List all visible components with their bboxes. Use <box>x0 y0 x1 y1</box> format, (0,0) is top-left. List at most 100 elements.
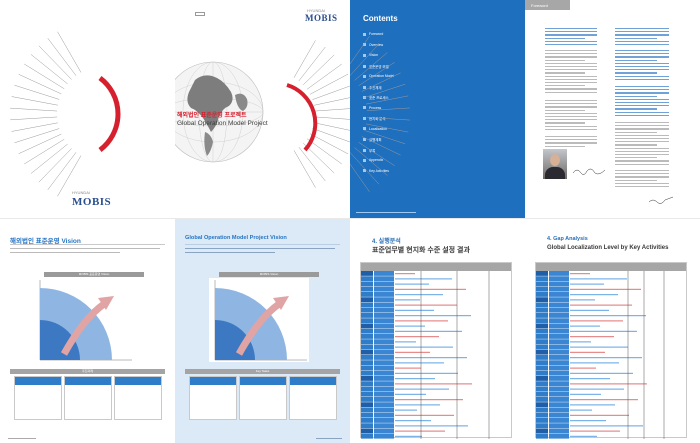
row-header-cell <box>361 360 373 366</box>
row-header-cell <box>361 344 373 350</box>
bullet-icon <box>363 96 366 99</box>
activity-cell <box>549 297 569 303</box>
spoke-line <box>24 139 65 165</box>
activity-cell <box>374 334 394 339</box>
contents-item[interactable]: 실행계획 <box>363 137 381 142</box>
foreword-text-line <box>615 59 657 61</box>
level-bar <box>570 309 609 311</box>
foreword-text-line <box>615 125 669 127</box>
level-bar <box>395 309 434 311</box>
mobis-logo-top: MOBIS <box>305 13 338 23</box>
row-header-cell <box>536 423 548 429</box>
contents-item[interactable]: 추진체계 <box>363 85 381 90</box>
foreword-text-line <box>615 131 657 133</box>
spoke-line <box>350 43 380 76</box>
contents-item[interactable]: Appendix <box>363 158 383 162</box>
table-header <box>361 263 511 271</box>
vision-kr-title: 해외법인 표준운영 Vision <box>10 238 81 245</box>
level-bar <box>395 420 431 422</box>
foreword-text-line <box>615 122 669 124</box>
vision-en-topbar: MOBIS Vision <box>219 272 319 277</box>
row-header-cell <box>536 286 548 292</box>
contents-item[interactable]: Localization <box>363 127 387 131</box>
foreword-text-line <box>615 78 669 81</box>
level-bar <box>395 325 425 327</box>
level-bar <box>570 378 610 380</box>
level-bar <box>570 435 597 437</box>
foreword-text-line <box>615 182 669 185</box>
contents-item[interactable]: Vision <box>363 53 378 57</box>
table-en-section: 4. Gap Analysis <box>547 236 588 242</box>
foreword-text-line <box>545 82 597 84</box>
foreword-text-line <box>545 44 597 46</box>
foreword-text-line <box>545 37 585 39</box>
vision-kr-diagram <box>39 280 132 361</box>
activity-cell <box>549 292 569 297</box>
contents-item[interactable]: Key Activities <box>363 169 389 173</box>
foreword-text-line <box>615 150 669 153</box>
foreword-text-line <box>615 56 669 58</box>
top-tab-marker <box>195 12 205 16</box>
activity-cell <box>374 344 394 350</box>
localization-table-kr-page: 4. 실행분석 표준업무별 현지화 수준 설정 결과 <box>350 219 525 443</box>
bullet-icon <box>363 169 366 172</box>
spoke-line <box>298 146 326 182</box>
activity-cell <box>549 334 569 339</box>
title-divider <box>185 244 340 245</box>
foreword-text-line <box>545 72 585 74</box>
contents-item[interactable]: 표준 프로세스 <box>363 95 389 100</box>
activity-cell <box>549 286 569 292</box>
spoke-line <box>38 45 72 80</box>
foreword-text-line <box>545 59 585 61</box>
row-header-cell <box>536 381 548 387</box>
mobis-logo: MOBIS <box>72 196 112 208</box>
activity-cell <box>549 418 569 423</box>
foreword-text-line <box>615 157 657 159</box>
level-bar <box>395 383 472 385</box>
contents-item[interactable]: 현지화 분석 <box>363 116 386 121</box>
spoke-line <box>314 116 350 120</box>
level-bar <box>395 315 471 317</box>
level-bar <box>395 341 416 343</box>
foreword-text-line <box>545 34 597 36</box>
level-bar <box>570 420 606 422</box>
level-bar <box>395 414 454 416</box>
task-column <box>14 376 62 420</box>
row-header-cell <box>536 292 548 297</box>
level-bar <box>395 346 453 348</box>
row-header-cell <box>536 376 548 381</box>
contents-item[interactable]: 부록 <box>363 148 375 153</box>
foreword-text-line <box>545 31 597 33</box>
level-bar <box>570 372 633 374</box>
foreword-text-line <box>615 86 669 88</box>
level-bar <box>395 435 422 437</box>
bullet-icon <box>363 85 366 89</box>
contents-item[interactable]: Foreword <box>363 32 383 36</box>
row-header-cell <box>536 344 548 350</box>
row-header-cell <box>536 365 548 371</box>
foreword-text-line <box>545 50 597 52</box>
row-header-cell <box>361 307 373 313</box>
row-header-cell <box>536 307 548 313</box>
contents-item[interactable]: Operation Model <box>363 74 394 78</box>
row-header-cell <box>536 318 548 324</box>
level-bar <box>570 278 627 280</box>
level-bar <box>395 367 421 369</box>
contents-item[interactable]: 표준운영 모델 <box>363 64 389 69</box>
row-header-cell <box>361 271 373 276</box>
activity-cell <box>549 376 569 381</box>
spoke-line <box>57 31 82 73</box>
foreword-text-line <box>545 40 597 43</box>
row-header-cell <box>536 402 548 408</box>
level-bar <box>395 388 449 390</box>
foreword-text-line <box>615 53 669 55</box>
contents-item[interactable]: Process <box>363 106 381 110</box>
task-column <box>189 376 237 420</box>
spoke-line <box>298 46 326 82</box>
activity-cell <box>374 428 394 434</box>
spoke-line <box>14 84 60 100</box>
contents-item[interactable]: Overview <box>363 43 383 47</box>
activity-cell <box>374 412 394 418</box>
activity-cell <box>374 292 394 297</box>
foreword-text-line <box>545 88 597 90</box>
